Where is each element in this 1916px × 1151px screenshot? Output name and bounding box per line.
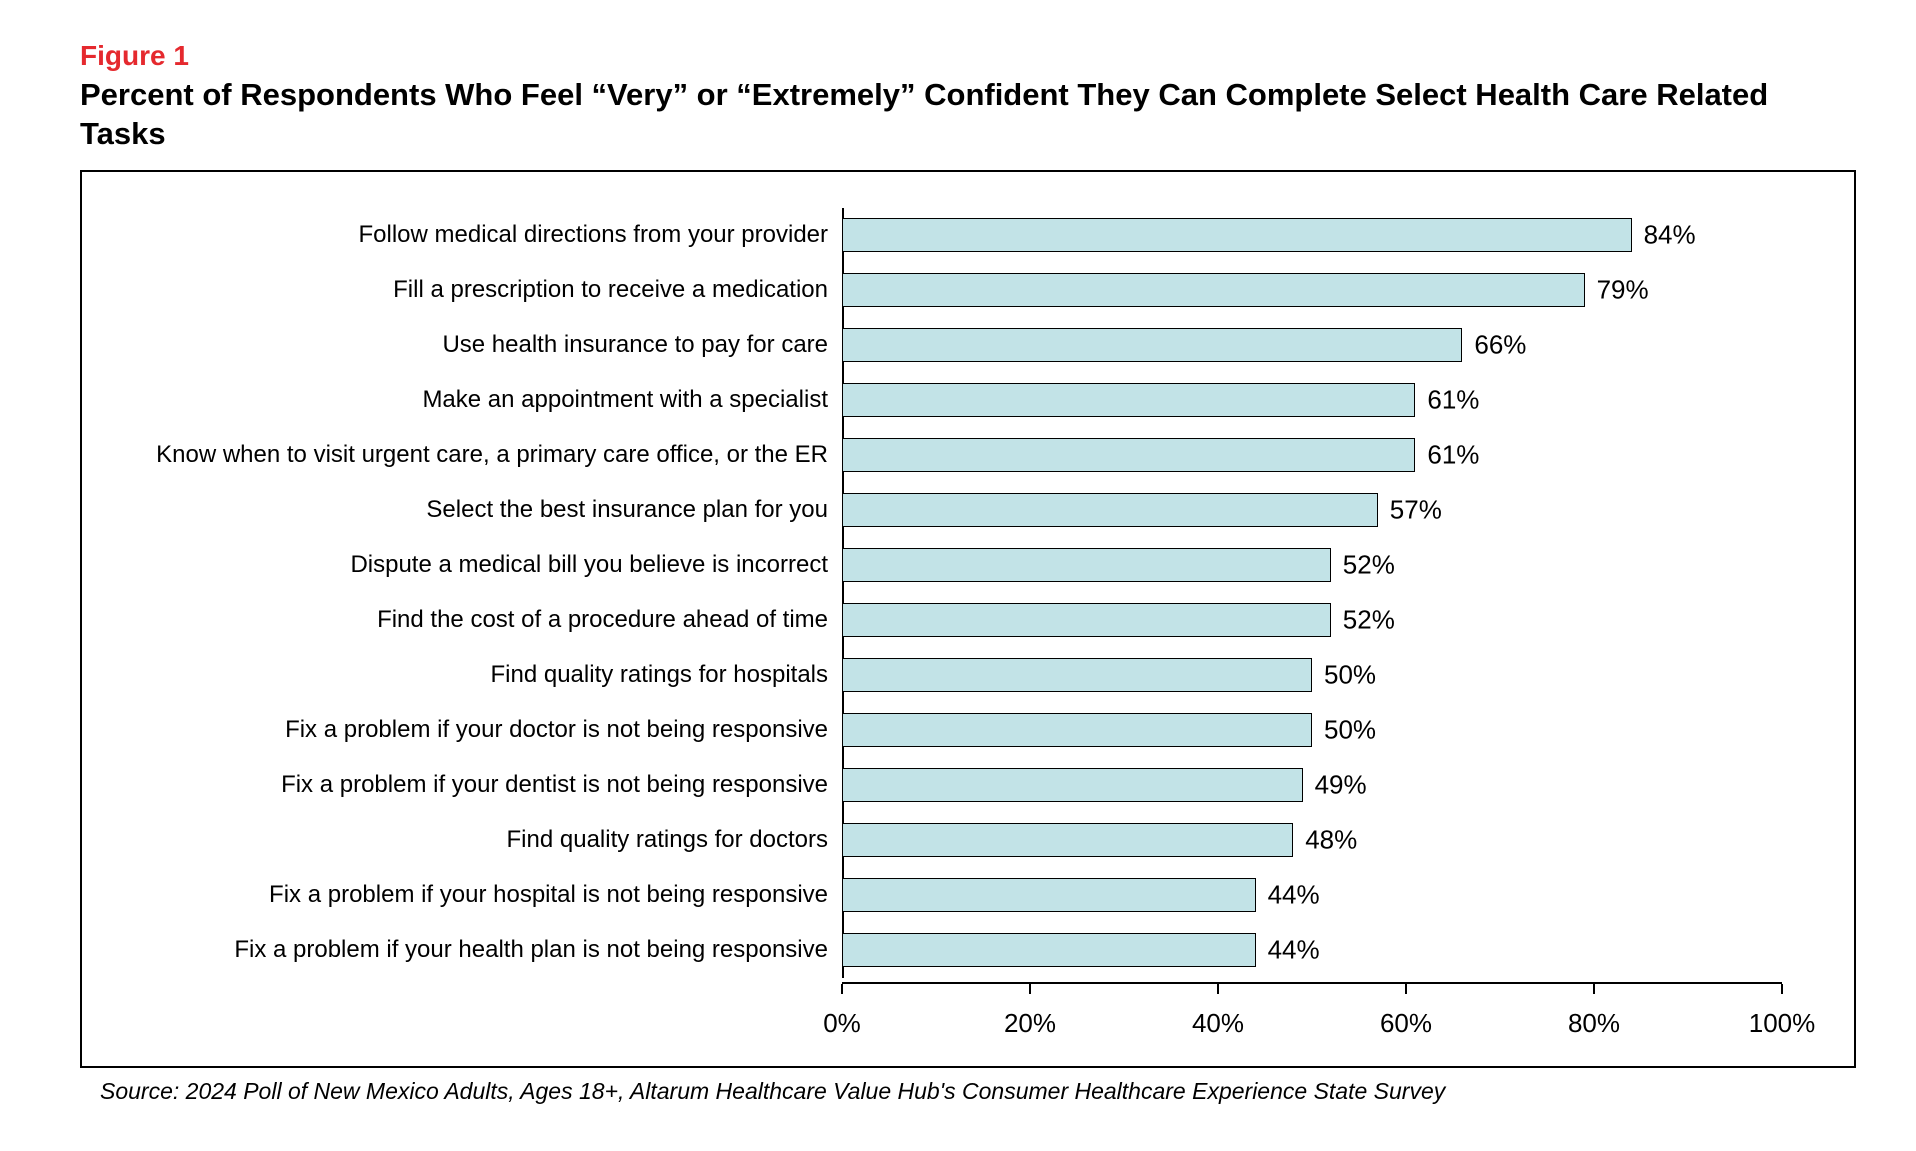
bar-row: Fix a problem if your health plan is not… — [122, 923, 1804, 978]
bar — [842, 878, 1256, 912]
plot-cell: 49% — [842, 758, 1782, 813]
chart-frame: Follow medical directions from your prov… — [80, 170, 1856, 1068]
bar-row: Dispute a medical bill you believe is in… — [122, 538, 1804, 593]
value-label: 44% — [1268, 935, 1320, 966]
axis-spacer — [122, 978, 842, 1044]
x-tick — [1781, 984, 1783, 994]
category-label: Use health insurance to pay for care — [122, 331, 842, 359]
x-tick-label: 20% — [1004, 1008, 1056, 1039]
category-label: Fix a problem if your health plan is not… — [122, 936, 842, 964]
bar — [842, 383, 1415, 417]
bar-row: Find quality ratings for hospitals 50% — [122, 648, 1804, 703]
category-label: Fix a problem if your doctor is not bein… — [122, 716, 842, 744]
x-tick — [1029, 984, 1031, 994]
category-label: Fix a problem if your dentist is not bei… — [122, 771, 842, 799]
value-label: 61% — [1427, 385, 1479, 416]
category-label: Follow medical directions from your prov… — [122, 221, 842, 249]
plot-cell: 61% — [842, 428, 1782, 483]
plot-cell: 61% — [842, 373, 1782, 428]
value-label: 48% — [1305, 825, 1357, 856]
value-label: 66% — [1474, 330, 1526, 361]
bar — [842, 493, 1378, 527]
value-label: 52% — [1343, 550, 1395, 581]
category-label: Fill a prescription to receive a medicat… — [122, 276, 842, 304]
plot-cell: 50% — [842, 703, 1782, 758]
x-tick-label: 80% — [1568, 1008, 1620, 1039]
figure-title: Percent of Respondents Who Feel “Very” o… — [80, 76, 1780, 154]
bar — [842, 603, 1331, 637]
bar — [842, 658, 1312, 692]
value-label: 49% — [1315, 770, 1367, 801]
value-label: 50% — [1324, 660, 1376, 691]
x-tick-label: 0% — [823, 1008, 861, 1039]
plot-cell: 44% — [842, 923, 1782, 978]
category-label: Make an appointment with a specialist — [122, 386, 842, 414]
bar — [842, 713, 1312, 747]
value-label: 84% — [1644, 220, 1696, 251]
plot-cell: 84% — [842, 208, 1782, 263]
bar-row: Make an appointment with a specialist 61% — [122, 373, 1804, 428]
x-axis-ticks: 0%20%40%60%80%100% — [842, 984, 1782, 1044]
value-label: 52% — [1343, 605, 1395, 636]
plot-cell: 48% — [842, 813, 1782, 868]
bar — [842, 218, 1632, 252]
bar — [842, 933, 1256, 967]
bar — [842, 438, 1415, 472]
x-tick-label: 40% — [1192, 1008, 1244, 1039]
category-label: Fix a problem if your hospital is not be… — [122, 881, 842, 909]
category-label: Know when to visit urgent care, a primar… — [122, 441, 842, 469]
x-tick-label: 60% — [1380, 1008, 1432, 1039]
value-label: 50% — [1324, 715, 1376, 746]
bar — [842, 768, 1303, 802]
x-tick — [841, 984, 843, 994]
bar — [842, 548, 1331, 582]
figure-source: Source: 2024 Poll of New Mexico Adults, … — [80, 1078, 1856, 1105]
bar-row: Use health insurance to pay for care 66% — [122, 318, 1804, 373]
bar-rows: Follow medical directions from your prov… — [122, 208, 1804, 978]
plot-cell: 52% — [842, 538, 1782, 593]
value-label: 79% — [1597, 275, 1649, 306]
category-label: Find the cost of a procedure ahead of ti… — [122, 606, 842, 634]
plot-cell: 50% — [842, 648, 1782, 703]
plot-cell: 44% — [842, 868, 1782, 923]
category-label: Find quality ratings for doctors — [122, 826, 842, 854]
value-label: 61% — [1427, 440, 1479, 471]
bar-row: Fix a problem if your hospital is not be… — [122, 868, 1804, 923]
x-axis: 0%20%40%60%80%100% — [122, 978, 1804, 1044]
figure-label: Figure 1 — [80, 40, 1856, 72]
figure-container: Figure 1 Percent of Respondents Who Feel… — [0, 0, 1916, 1145]
plot-cell: 79% — [842, 263, 1782, 318]
bar-row: Fill a prescription to receive a medicat… — [122, 263, 1804, 318]
value-label: 44% — [1268, 880, 1320, 911]
bar-row: Know when to visit urgent care, a primar… — [122, 428, 1804, 483]
plot-cell: 66% — [842, 318, 1782, 373]
category-label: Dispute a medical bill you believe is in… — [122, 551, 842, 579]
category-label: Select the best insurance plan for you — [122, 496, 842, 524]
x-tick-label: 100% — [1749, 1008, 1816, 1039]
plot-cell: 57% — [842, 483, 1782, 538]
bar-row: Fix a problem if your dentist is not bei… — [122, 758, 1804, 813]
bar-row: Select the best insurance plan for you 57… — [122, 483, 1804, 538]
value-label: 57% — [1390, 495, 1442, 526]
bar-row: Find quality ratings for doctors 48% — [122, 813, 1804, 868]
bar-row: Follow medical directions from your prov… — [122, 208, 1804, 263]
x-tick — [1405, 984, 1407, 994]
bar — [842, 823, 1293, 857]
plot-cell: 52% — [842, 593, 1782, 648]
bar-row: Find the cost of a procedure ahead of ti… — [122, 593, 1804, 648]
category-label: Find quality ratings for hospitals — [122, 661, 842, 689]
bar-row: Fix a problem if your doctor is not bein… — [122, 703, 1804, 758]
x-tick — [1217, 984, 1219, 994]
bar — [842, 328, 1462, 362]
bar — [842, 273, 1585, 307]
x-tick — [1593, 984, 1595, 994]
axis-area: 0%20%40%60%80%100% — [842, 978, 1782, 1044]
